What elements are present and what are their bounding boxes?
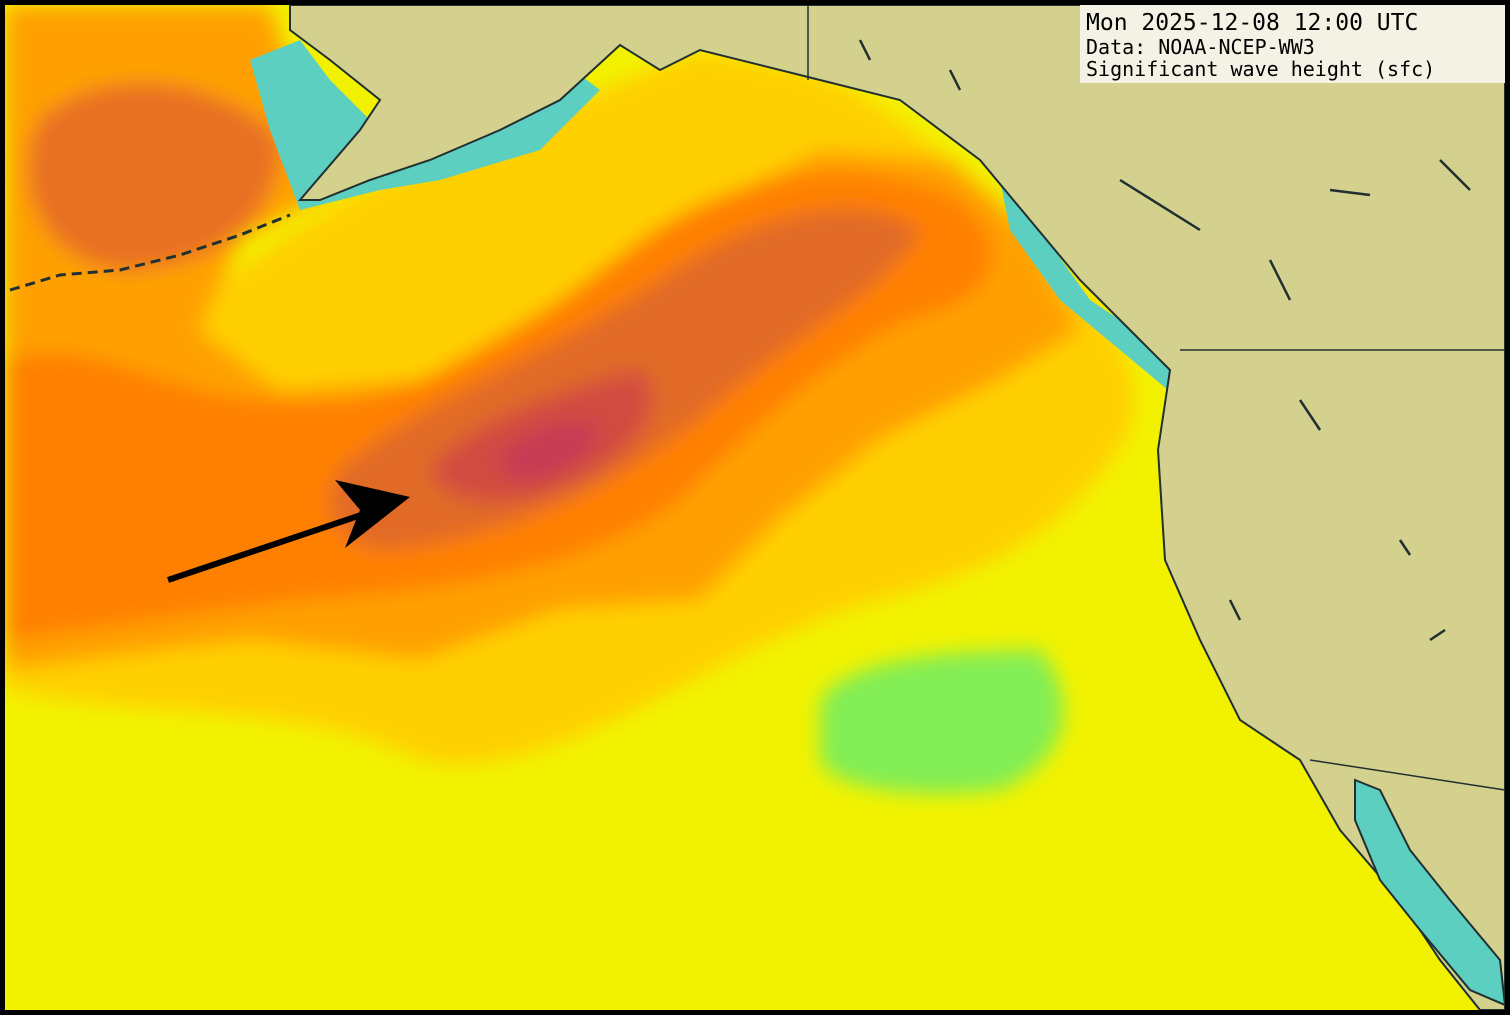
storm-north: [28, 83, 280, 270]
calm-area: [820, 650, 1064, 794]
info-time: Mon 2025-12-08 12:00 UTC: [1086, 10, 1418, 36]
info-field: Significant wave height (sfc): [1086, 57, 1435, 81]
info-source: Data: NOAA-NCEP-WW3: [1086, 35, 1315, 59]
storm-arrow: [167, 480, 410, 583]
map-layers: [5, 5, 1505, 1010]
lakes-rivers: [858, 39, 1471, 642]
wave-height-field: [5, 5, 1135, 794]
borders: [807, 5, 1505, 791]
gulf-of-california: [1354, 778, 1505, 1007]
storm-peak: [495, 421, 600, 482]
aleutian-islands: [9, 213, 291, 292]
info-box: [1080, 5, 1505, 83]
